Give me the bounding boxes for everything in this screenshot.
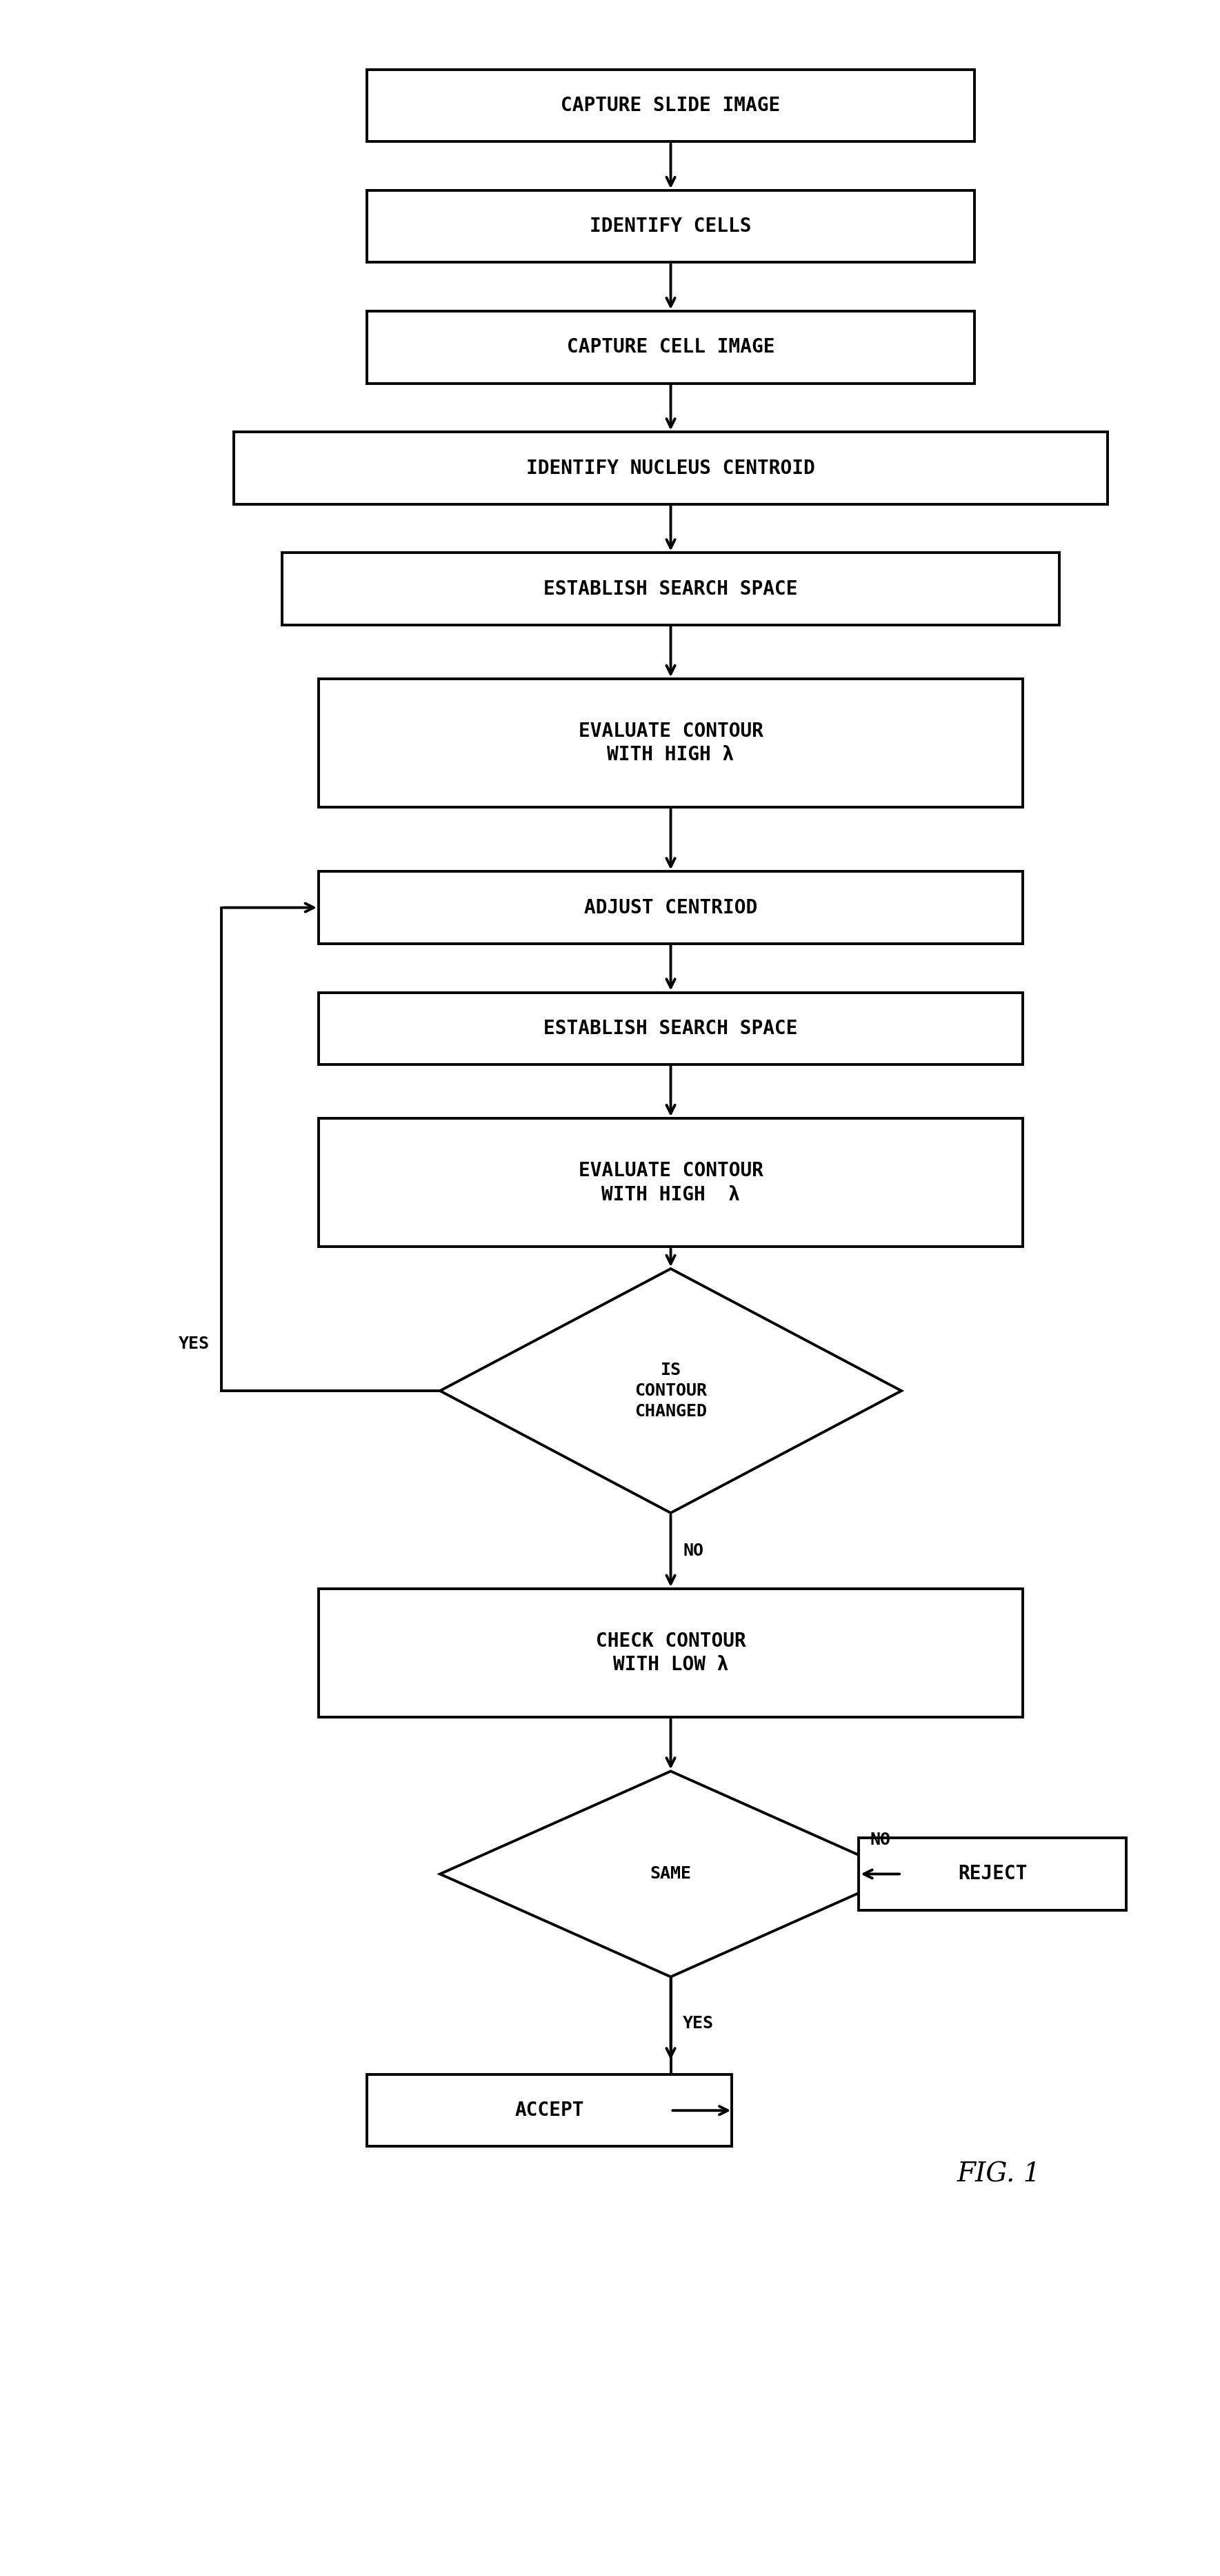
Text: ACCEPT: ACCEPT <box>515 2102 584 2120</box>
Text: FIG. 1: FIG. 1 <box>956 2161 1041 2187</box>
Text: IDENTIFY CELLS: IDENTIFY CELLS <box>589 216 752 237</box>
Text: IS
CONTOUR
CHANGED: IS CONTOUR CHANGED <box>634 1363 706 1419</box>
Text: CAPTURE CELL IMAGE: CAPTURE CELL IMAGE <box>567 337 775 358</box>
Text: EVALUATE CONTOUR
WITH HIGH  λ: EVALUATE CONTOUR WITH HIGH λ <box>578 1162 764 1203</box>
Text: EVALUATE CONTOUR
WITH HIGH λ: EVALUATE CONTOUR WITH HIGH λ <box>578 721 764 765</box>
FancyBboxPatch shape <box>318 1118 1022 1247</box>
Text: NO: NO <box>870 1832 891 1850</box>
FancyBboxPatch shape <box>318 1589 1022 1718</box>
Text: NO: NO <box>683 1543 704 1558</box>
FancyBboxPatch shape <box>367 2074 732 2146</box>
FancyBboxPatch shape <box>282 554 1059 626</box>
Text: REJECT: REJECT <box>958 1865 1027 1883</box>
Text: YES: YES <box>178 1337 210 1352</box>
FancyBboxPatch shape <box>367 312 975 384</box>
Text: SAME: SAME <box>650 1865 692 1883</box>
Polygon shape <box>440 1772 902 1976</box>
FancyBboxPatch shape <box>318 992 1022 1064</box>
Text: ESTABLISH SEARCH SPACE: ESTABLISH SEARCH SPACE <box>544 580 798 598</box>
Text: YES: YES <box>683 2014 714 2032</box>
Text: CHECK CONTOUR
WITH LOW λ: CHECK CONTOUR WITH LOW λ <box>595 1631 745 1674</box>
FancyBboxPatch shape <box>367 70 975 142</box>
FancyBboxPatch shape <box>859 1839 1126 1909</box>
FancyBboxPatch shape <box>318 680 1022 806</box>
Text: IDENTIFY NUCLEUS CENTROID: IDENTIFY NUCLEUS CENTROID <box>526 459 815 477</box>
FancyBboxPatch shape <box>318 871 1022 943</box>
Text: ESTABLISH SEARCH SPACE: ESTABLISH SEARCH SPACE <box>544 1018 798 1038</box>
Polygon shape <box>440 1270 902 1512</box>
Text: CAPTURE SLIDE IMAGE: CAPTURE SLIDE IMAGE <box>561 95 781 116</box>
FancyBboxPatch shape <box>367 191 975 263</box>
Text: ADJUST CENTRIOD: ADJUST CENTRIOD <box>584 899 758 917</box>
FancyBboxPatch shape <box>233 433 1108 505</box>
